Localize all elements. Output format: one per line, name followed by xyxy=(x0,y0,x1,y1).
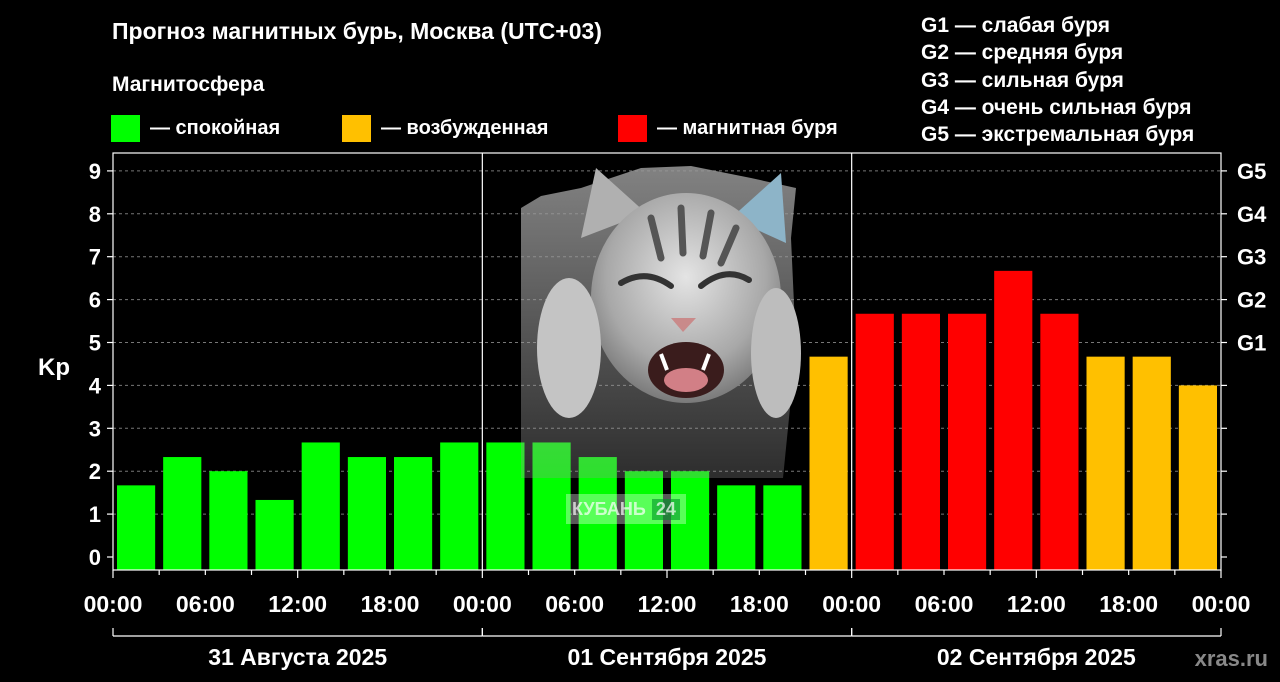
y-tick-label-3: 3 xyxy=(89,416,101,441)
y-tick-label-5: 5 xyxy=(89,331,101,356)
x-tick-label-5: 06:00 xyxy=(545,591,604,617)
y-tick-label-7: 7 xyxy=(89,245,101,270)
legend-item-storm: — магнитная буря xyxy=(618,114,838,142)
x-tick-label-9: 06:00 xyxy=(915,591,974,617)
legend-heading: Магнитосфера xyxy=(112,73,265,96)
bar-2 xyxy=(209,471,248,570)
legend-label-excited: — возбужденная xyxy=(381,116,549,139)
legend-swatch-excited xyxy=(342,114,371,142)
bar-21 xyxy=(1086,356,1125,570)
bar-5 xyxy=(347,457,386,570)
bar-19 xyxy=(994,270,1033,570)
y-tick-label-2: 2 xyxy=(89,459,101,484)
bar-13 xyxy=(717,485,756,570)
bar-8 xyxy=(486,442,525,570)
storm-level-g4: G4 — очень сильная буря xyxy=(921,95,1192,119)
g-label-g5: G5 xyxy=(1237,159,1266,184)
day-label-2: 02 Сентября 2025 xyxy=(937,644,1136,670)
day-label-1: 01 Сентября 2025 xyxy=(568,644,767,670)
x-tick-label-7: 18:00 xyxy=(730,591,789,617)
g-label-g1: G1 xyxy=(1237,331,1266,356)
x-tick-label-0: 00:00 xyxy=(84,591,143,617)
legend-label-storm: — магнитная буря xyxy=(657,116,838,139)
bar-16 xyxy=(855,313,894,570)
legend-swatch-calm xyxy=(111,114,140,142)
y-tick-label-4: 4 xyxy=(89,373,102,398)
bar-0 xyxy=(117,485,156,570)
storm-level-g5: G5 — экстремальная буря xyxy=(921,123,1195,147)
y-axis-label: Kp xyxy=(38,354,70,381)
bar-12 xyxy=(671,471,710,570)
axis-labels: 0 1 2 3 4 5 6 7 8 9 G1 G2 G3 G4 G5 Kp 00:00 06:00 12:00 18:… xyxy=(38,159,1267,670)
bar-11 xyxy=(624,471,663,570)
y-tick-label-6: 6 xyxy=(89,288,101,313)
bar-22 xyxy=(1132,356,1171,570)
bar-7 xyxy=(440,442,479,570)
x-tick-label-1: 06:00 xyxy=(176,591,235,617)
storm-level-g1: G1 — слабая буря xyxy=(921,14,1111,37)
y-tick-label-8: 8 xyxy=(89,202,101,227)
x-tick-label-3: 18:00 xyxy=(361,591,420,617)
chart-title: Прогноз магнитных бурь, Москва (UTC+03) xyxy=(112,18,602,44)
axes xyxy=(107,152,1227,637)
bars xyxy=(117,270,1217,570)
bar-1 xyxy=(163,457,202,570)
day-label-0: 31 Августа 2025 xyxy=(208,644,387,670)
x-tick-label-12: 00:00 xyxy=(1192,591,1251,617)
storm-level-list: G1 — слабая буря G2 — средняя буря G3 — … xyxy=(921,12,1194,148)
bar-6 xyxy=(394,457,433,570)
bar-3 xyxy=(255,499,294,570)
bar-23 xyxy=(1178,385,1217,570)
g-label-g3: G3 xyxy=(1237,245,1266,270)
kuban24-logo-text: КУБАНЬ xyxy=(572,498,646,519)
g-label-g4: G4 xyxy=(1237,202,1267,227)
x-tick-label-2: 12:00 xyxy=(268,591,327,617)
legend-item-calm: — спокойная xyxy=(111,114,280,142)
storm-level-g2: G2 — средняя буря xyxy=(921,41,1124,65)
bar-17 xyxy=(901,313,940,570)
y-tick-label-9: 9 xyxy=(89,159,101,184)
g-label-g2: G2 xyxy=(1237,288,1266,313)
legend-item-excited: — возбужденная xyxy=(342,114,548,142)
legend-label-calm: — спокойная xyxy=(150,116,281,139)
legend-swatch-storm xyxy=(618,114,647,142)
cat-meme-image xyxy=(521,166,801,478)
y-tick-label-1: 1 xyxy=(89,502,101,527)
kuban24-logo-number: 24 xyxy=(651,498,680,520)
kuban24-logo: КУБАНЬ 24 xyxy=(566,494,686,524)
bar-18 xyxy=(948,313,987,570)
x-tick-label-4: 00:00 xyxy=(453,591,512,617)
x-tick-label-10: 12:00 xyxy=(1007,591,1066,617)
x-tick-label-8: 00:00 xyxy=(822,591,881,617)
storm-level-g3: G3 — сильная буря xyxy=(921,68,1124,92)
bar-4 xyxy=(301,442,340,570)
x-tick-label-11: 18:00 xyxy=(1099,591,1158,617)
watermark: xras.ru xyxy=(1194,646,1268,671)
bar-20 xyxy=(1040,313,1079,570)
bar-14 xyxy=(763,485,802,570)
x-tick-label-6: 12:00 xyxy=(638,591,697,617)
bar-15 xyxy=(809,356,848,570)
y-tick-label-0: 0 xyxy=(89,545,101,570)
